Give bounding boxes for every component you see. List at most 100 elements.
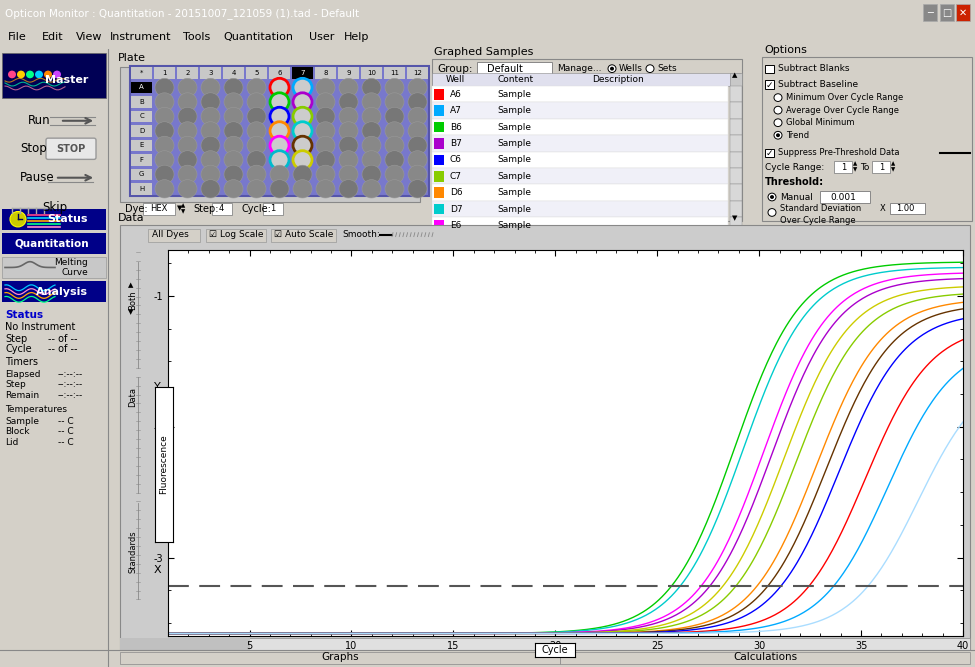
Text: Tools: Tools [183, 33, 211, 42]
Text: E6: E6 [450, 221, 461, 230]
Text: Threshold:: Threshold: [765, 177, 824, 187]
Bar [432, 168, 728, 185]
Bar [730, 73, 742, 86]
Circle shape [774, 131, 782, 139]
Bar [730, 168, 742, 185]
Circle shape [201, 93, 220, 111]
Bar [434, 105, 444, 116]
Text: Sample: Sample [497, 155, 531, 164]
Circle shape [316, 165, 335, 183]
Circle shape [224, 165, 243, 183]
Bar [730, 217, 742, 233]
Text: Standard Deviation: Standard Deviation [780, 204, 861, 213]
Text: File: File [8, 33, 26, 42]
Circle shape [316, 107, 335, 125]
Text: Temperatures: Temperatures [5, 406, 67, 414]
Text: Stop: Stop [20, 142, 47, 155]
Bar [432, 135, 728, 151]
Bar [131, 81, 152, 93]
Text: ▲: ▲ [181, 203, 185, 208]
Text: ▼: ▼ [732, 215, 738, 221]
Text: ✓: ✓ [766, 81, 773, 89]
Bar [131, 154, 152, 165]
Circle shape [362, 93, 381, 111]
Text: Standards: Standards [129, 530, 137, 572]
Circle shape [247, 93, 266, 111]
Circle shape [293, 165, 312, 183]
Bar [434, 138, 444, 149]
Bar [820, 191, 870, 203]
Text: Sample: Sample [497, 205, 531, 213]
Circle shape [362, 78, 381, 97]
Text: A6: A6 [450, 90, 462, 99]
Circle shape [224, 78, 243, 97]
Circle shape [201, 151, 220, 169]
Text: -- C: -- C [58, 417, 74, 426]
FancyBboxPatch shape [46, 138, 96, 159]
Bar [246, 67, 267, 79]
Circle shape [408, 78, 427, 97]
Text: Analysis: Analysis [36, 287, 88, 297]
Bar [434, 203, 444, 214]
Text: Cycle: Cycle [5, 344, 31, 354]
Circle shape [293, 78, 312, 97]
Text: Over Cycle Range: Over Cycle Range [780, 215, 856, 225]
Circle shape [646, 65, 654, 73]
Bar [154, 67, 175, 79]
Bar [0, 650, 975, 667]
Text: Smooth:: Smooth: [342, 230, 379, 239]
Text: -- C: -- C [58, 428, 74, 436]
Bar [432, 217, 728, 233]
Bar [434, 155, 444, 165]
Text: User: User [309, 33, 334, 42]
Circle shape [201, 179, 220, 198]
Text: Timers: Timers [5, 357, 38, 367]
Circle shape [201, 122, 220, 140]
Text: 1: 1 [879, 163, 884, 171]
Bar [212, 203, 232, 215]
Text: Skip: Skip [43, 201, 67, 214]
Circle shape [270, 122, 289, 140]
Circle shape [270, 78, 289, 97]
Circle shape [362, 179, 381, 198]
Circle shape [385, 151, 404, 169]
Text: E: E [139, 142, 143, 148]
Bar [434, 171, 444, 181]
Circle shape [316, 136, 335, 155]
Text: *: * [139, 70, 143, 76]
Circle shape [385, 165, 404, 183]
Text: C7: C7 [450, 172, 462, 181]
Text: X: X [154, 566, 162, 576]
Circle shape [316, 78, 335, 97]
Circle shape [224, 151, 243, 169]
Text: --:--:--: --:--:-- [58, 391, 83, 400]
Bar [131, 125, 152, 137]
Circle shape [408, 179, 427, 198]
Bar [730, 86, 742, 103]
Bar [143, 203, 175, 215]
Bar [432, 185, 728, 201]
Text: D: D [138, 128, 144, 134]
Text: --:--:--: --:--:-- [58, 380, 83, 389]
Text: Fluorescence: Fluorescence [160, 434, 169, 494]
Text: 1: 1 [841, 163, 846, 171]
Circle shape [155, 165, 174, 183]
Text: H: H [138, 186, 144, 192]
Text: 11: 11 [390, 70, 399, 76]
Circle shape [339, 78, 358, 97]
Text: Quantitation: Quantitation [223, 33, 293, 42]
Text: Plate: Plate [118, 53, 146, 63]
Circle shape [408, 107, 427, 125]
Text: All Dyes: All Dyes [152, 230, 189, 239]
Circle shape [339, 165, 358, 183]
Bar [0, 49, 108, 667]
Text: A7: A7 [450, 106, 462, 115]
Circle shape [178, 179, 197, 198]
Text: ▲: ▲ [853, 161, 857, 167]
Text: Status: Status [48, 214, 88, 224]
Circle shape [26, 71, 34, 78]
Bar [730, 201, 742, 217]
Text: No Instrument: No Instrument [5, 322, 75, 332]
Text: Sample: Sample [497, 221, 531, 230]
Bar [434, 187, 444, 198]
